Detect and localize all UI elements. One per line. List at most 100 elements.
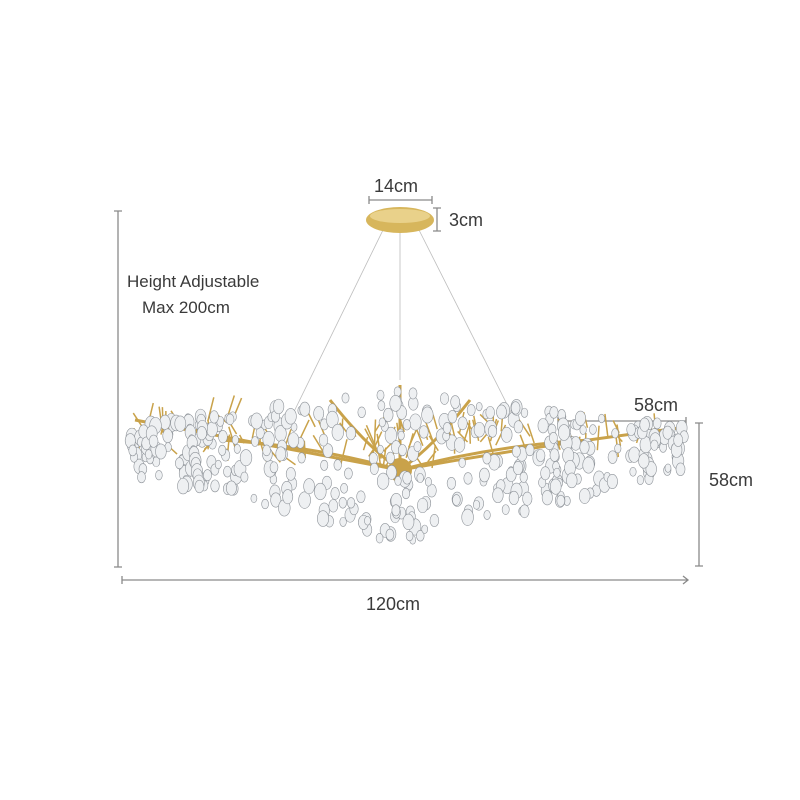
crystal-drop	[369, 462, 379, 475]
crystal-drop	[206, 421, 218, 438]
crystal-drop	[330, 487, 340, 500]
crystal-drop	[461, 508, 474, 526]
crystal-drop	[338, 497, 347, 509]
crystal-drop	[500, 426, 513, 443]
crystal-drop	[322, 443, 334, 458]
crystal-drop	[483, 510, 491, 520]
crystal-drop	[402, 419, 411, 431]
crystal-drop	[223, 465, 232, 478]
crystal-drop	[629, 467, 637, 477]
crystal-drop	[479, 467, 490, 483]
crystal-drop	[417, 497, 429, 514]
crystal-drop	[203, 469, 212, 482]
crystal-drop	[174, 415, 187, 432]
crystal-drop	[148, 434, 159, 448]
crystal-drop	[270, 492, 282, 508]
crystal-drop	[251, 436, 259, 447]
crystal-drop	[522, 491, 533, 506]
crystal-drop	[519, 471, 528, 483]
crystal-drop	[419, 425, 429, 439]
branch-twig	[596, 425, 600, 451]
crystal-drop	[457, 416, 468, 431]
canopy-width-line	[368, 196, 433, 204]
crystal-drop	[250, 412, 263, 430]
height-adjustable-label: Height Adjustable	[127, 272, 260, 291]
crystal-drop	[472, 499, 481, 510]
crystal-drop	[250, 493, 258, 503]
suspension-cables	[284, 227, 521, 431]
body-height-label: 58cm	[709, 470, 754, 490]
crystal-drop	[466, 404, 476, 417]
crystal-drop	[314, 482, 327, 501]
crystal-drop	[375, 533, 384, 544]
crystal-drop	[386, 465, 397, 480]
crystal-drop	[429, 514, 440, 527]
crystal-drop	[284, 408, 297, 425]
branch-arm	[219, 438, 401, 472]
crystal-drop	[416, 530, 425, 542]
crystal-drop	[364, 516, 371, 526]
crystal-drop	[501, 504, 510, 515]
crystal-drop	[579, 440, 590, 455]
crystal-drop	[485, 406, 495, 419]
crystal-drop	[525, 443, 535, 457]
crystal-drop	[626, 423, 636, 436]
crystal-drop	[313, 406, 325, 421]
crystal-drop	[475, 402, 483, 412]
crystal-drop	[333, 459, 342, 471]
crystal-drop	[537, 418, 549, 434]
crystal-drop	[398, 444, 407, 457]
crystal-drop	[512, 445, 521, 458]
crystal-drop	[405, 530, 414, 542]
crystal-drop	[328, 499, 339, 513]
crystal-drop	[458, 457, 466, 468]
branch-twig	[362, 436, 369, 451]
crystal-drop	[416, 472, 424, 484]
crystal-drop	[389, 394, 402, 412]
crystal-drop	[210, 479, 220, 493]
crystal-drop	[402, 513, 415, 530]
crystal-drop	[162, 428, 173, 444]
crystal-drop	[297, 452, 306, 464]
crystal-drop	[664, 463, 672, 473]
crystal-drop	[282, 489, 294, 505]
crystal-drop	[378, 417, 386, 428]
crystal-drop	[298, 491, 311, 509]
crystal-drop	[177, 477, 190, 495]
crystal-drop	[639, 417, 650, 432]
crystal-drop	[638, 453, 650, 469]
crystal-drop	[662, 425, 673, 440]
branch-twig	[457, 430, 469, 443]
branch-twig	[132, 412, 143, 428]
crystal-drop	[225, 413, 235, 426]
crystal-drop	[137, 471, 146, 484]
crystal-drop	[317, 510, 329, 527]
crystal-drop	[357, 406, 366, 418]
max-height-label: Max 200cm	[142, 298, 230, 317]
body-height-line	[695, 422, 703, 567]
crystal-drop	[450, 395, 461, 409]
branch-twig	[298, 419, 310, 441]
crystal-drop	[384, 426, 398, 444]
branch-twig	[340, 439, 348, 465]
crystal-drop	[447, 410, 458, 424]
branch-twig	[207, 397, 215, 422]
crystal-drop	[582, 456, 595, 474]
crystal-drop	[385, 451, 395, 464]
branch-twig	[424, 419, 434, 442]
crystal-drop	[320, 459, 329, 471]
crystal-drop	[650, 439, 659, 451]
branch-twig	[228, 426, 236, 449]
crystal-drop	[558, 424, 570, 441]
crystal-drop	[598, 413, 605, 424]
crystal-drop	[578, 488, 591, 504]
crystal-drop	[520, 407, 529, 418]
crystal-drop	[549, 431, 558, 444]
crystal-drop	[636, 475, 644, 485]
crystal-drop	[482, 452, 492, 465]
crystal-drop	[566, 472, 578, 489]
crystal-drop	[218, 444, 227, 456]
height-adjustable-line	[114, 210, 122, 568]
crystal-drop	[487, 425, 498, 438]
crystal-drop	[155, 443, 167, 460]
